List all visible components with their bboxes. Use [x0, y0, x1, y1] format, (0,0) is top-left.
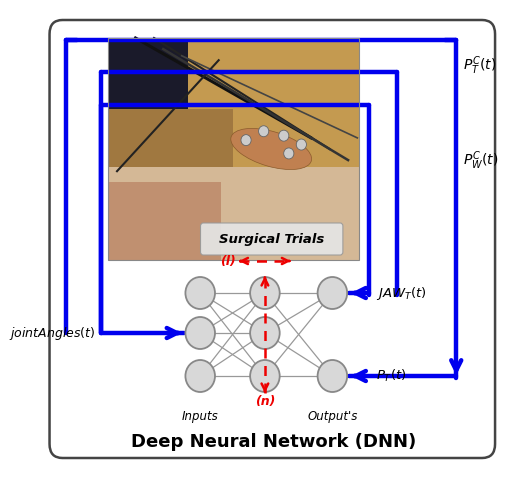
- Text: Deep Neural Network (DNN): Deep Neural Network (DNN): [131, 433, 416, 451]
- Text: Inputs: Inputs: [182, 410, 218, 423]
- Bar: [108, 38, 188, 109]
- Text: (l): (l): [219, 255, 235, 267]
- Bar: [108, 183, 221, 260]
- Circle shape: [296, 139, 306, 150]
- FancyBboxPatch shape: [201, 223, 343, 255]
- Circle shape: [279, 130, 289, 141]
- Ellipse shape: [231, 128, 311, 169]
- FancyBboxPatch shape: [50, 20, 495, 458]
- Bar: [108, 38, 359, 260]
- Text: Surgical Trials: Surgical Trials: [219, 232, 324, 245]
- Bar: [108, 109, 234, 167]
- Circle shape: [185, 317, 215, 349]
- Text: $JAW_T(t)$: $JAW_T(t)$: [376, 285, 426, 302]
- Circle shape: [318, 360, 347, 392]
- Bar: [108, 38, 359, 167]
- Circle shape: [185, 360, 215, 392]
- Text: (n): (n): [255, 395, 275, 408]
- Circle shape: [241, 135, 251, 145]
- Text: $P_T(t)$: $P_T(t)$: [376, 368, 406, 384]
- Text: $P_T^C(t)$: $P_T^C(t)$: [463, 55, 496, 77]
- Circle shape: [250, 360, 280, 392]
- Circle shape: [318, 277, 347, 309]
- Bar: [108, 167, 359, 260]
- Circle shape: [250, 277, 280, 309]
- Text: $P_W^C(t)$: $P_W^C(t)$: [463, 150, 498, 172]
- Circle shape: [185, 277, 215, 309]
- Text: Output's: Output's: [307, 410, 358, 423]
- Circle shape: [259, 126, 269, 137]
- Circle shape: [283, 148, 294, 159]
- Text: $jointAngles(t)$: $jointAngles(t)$: [9, 325, 96, 342]
- Circle shape: [250, 317, 280, 349]
- Bar: [108, 38, 359, 260]
